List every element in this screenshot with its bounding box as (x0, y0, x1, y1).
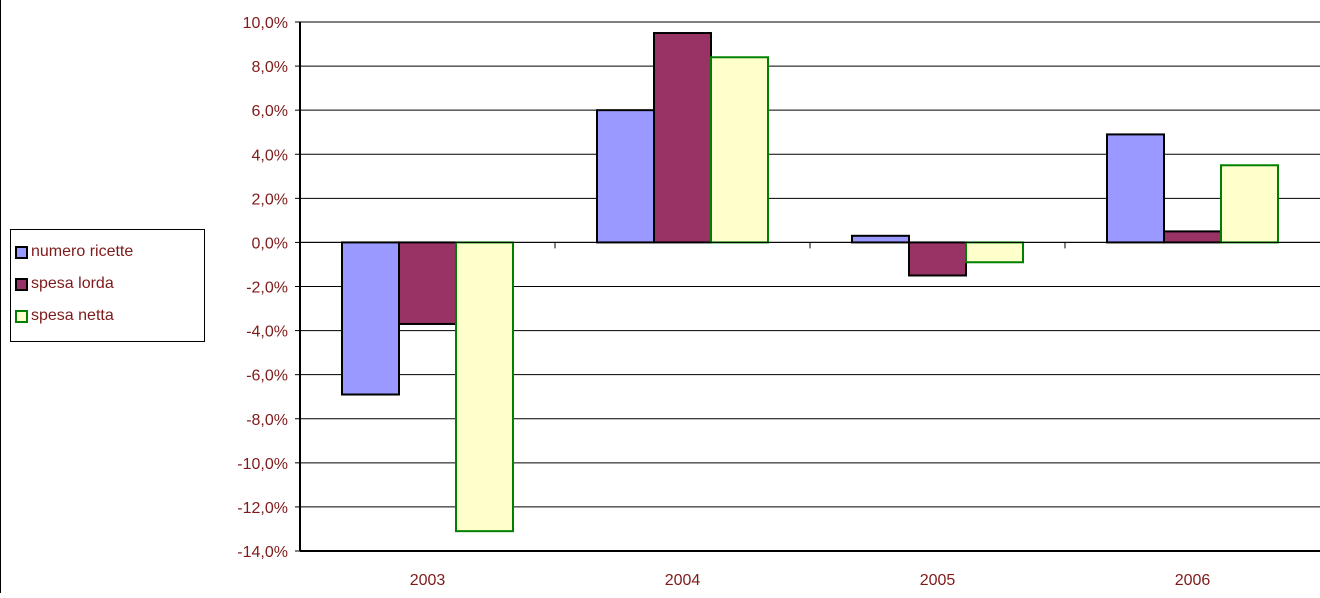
chart-left-border (0, 0, 1, 593)
y-tick-label: 6,0% (252, 103, 288, 120)
y-tick-label: 8,0% (252, 59, 288, 76)
bar-numero-ricette-2006 (1106, 133, 1165, 244)
y-tick-label: -14,0% (237, 544, 288, 561)
bars (341, 32, 1279, 533)
y-tick-label: 0,0% (252, 235, 288, 252)
y-tick-label: -12,0% (237, 500, 288, 517)
y-tick-label: -4,0% (246, 324, 288, 341)
y-tick-label: -6,0% (246, 368, 288, 385)
x-tick-label-2003: 2003 (410, 572, 446, 589)
y-tick-label: -10,0% (237, 456, 288, 473)
x-tick-label-2006: 2006 (1175, 572, 1211, 589)
bar-spesa-lorda-2003 (398, 241, 457, 325)
legend-item-spesa-lorda: spesa lorda (11, 268, 204, 300)
y-tick-label: -2,0% (246, 280, 288, 297)
x-tick-label-2005: 2005 (920, 572, 956, 589)
y-tick-label: 2,0% (252, 191, 288, 208)
x-tick-label-2004: 2004 (665, 572, 701, 589)
bar-numero-ricette-2005 (851, 234, 910, 244)
legend: numero ricette spesa lorda spesa netta (10, 229, 205, 342)
bar-spesa-lorda-2005 (908, 241, 967, 277)
y-tick-label: 10,0% (243, 15, 288, 32)
x-tick-labels: 2003 2004 2005 2006 (410, 572, 1211, 589)
legend-swatch-spesa-lorda (15, 277, 28, 291)
legend-swatch-spesa-netta (15, 309, 28, 323)
legend-label-spesa-lorda: spesa lorda (31, 275, 114, 292)
bar-spesa-netta-2005 (965, 241, 1024, 264)
bar-spesa-lorda-2006 (1163, 230, 1222, 244)
legend-item-spesa-netta: spesa netta (11, 300, 204, 332)
bar-spesa-netta-2004 (710, 56, 769, 244)
legend-label-numero-ricette: numero ricette (31, 243, 134, 260)
bar-numero-ricette-2004 (596, 109, 655, 244)
legend-swatch-numero-ricette (15, 245, 28, 259)
axes (295, 21, 1320, 552)
y-tick-label: 4,0% (252, 147, 288, 164)
y-tick-label: -8,0% (246, 412, 288, 429)
bar-numero-ricette-2003 (341, 241, 400, 396)
bar-spesa-lorda-2004 (653, 32, 712, 244)
legend-label-spesa-netta: spesa netta (31, 307, 114, 324)
legend-item-numero-ricette: numero ricette (11, 236, 204, 268)
bar-spesa-netta-2003 (455, 241, 514, 533)
bar-spesa-netta-2006 (1220, 164, 1279, 244)
y-tick-labels: 10,0% 8,0% 6,0% 4,0% 2,0% 0,0% -2,0% -4,0% -6,0%… (237, 15, 288, 561)
